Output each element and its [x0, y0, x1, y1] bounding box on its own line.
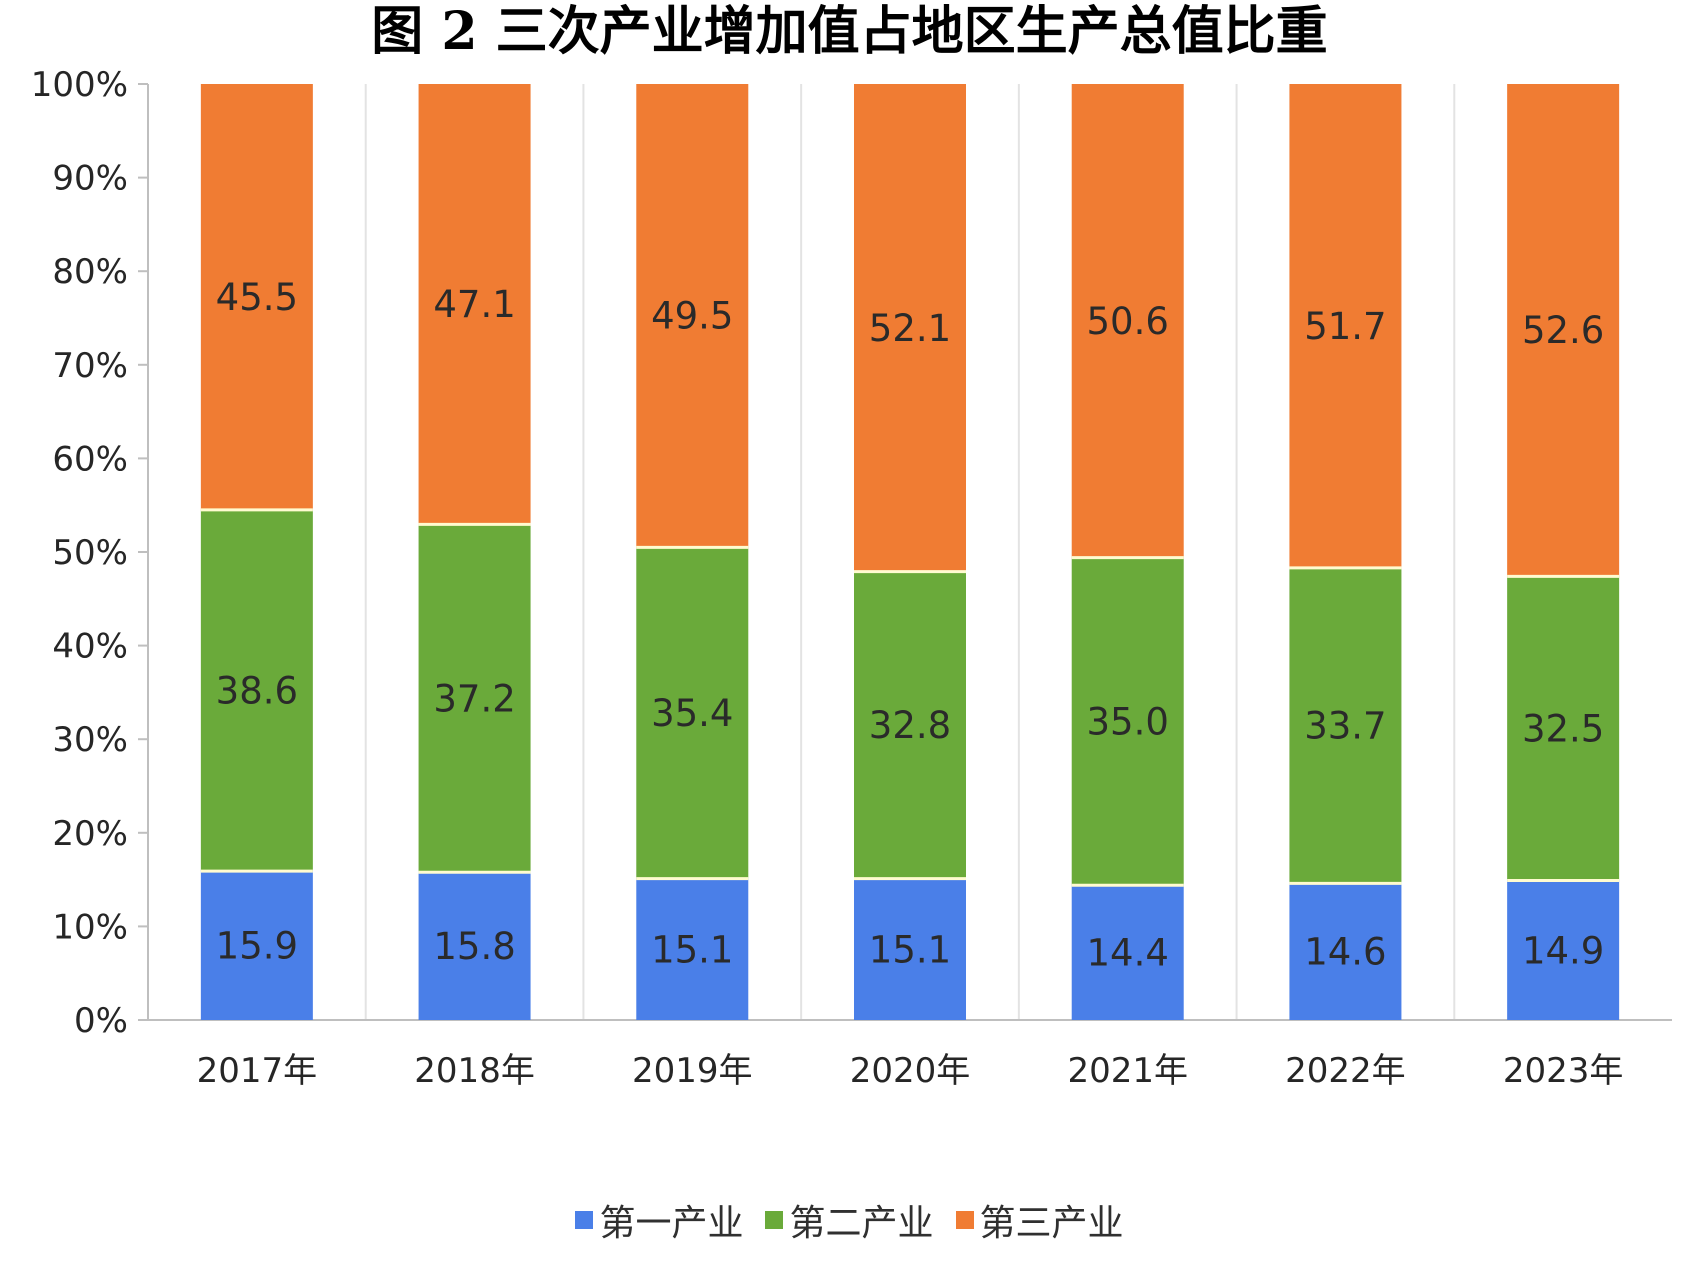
legend-label-tertiary: 第三产业 — [979, 1203, 1124, 1244]
bar-segment-1 — [1071, 885, 1184, 1020]
bar-segment-1 — [636, 878, 749, 1020]
bar-segment-2 — [636, 547, 749, 879]
y-tick-label: 10% — [52, 907, 128, 947]
bar-segment-2 — [1507, 576, 1620, 881]
y-tick-label: 100% — [31, 65, 128, 105]
legend-label-secondary: 第二产业 — [789, 1203, 934, 1244]
y-tick-label: 90% — [52, 159, 128, 199]
data-label: 14.4 — [1087, 932, 1169, 975]
data-label: 14.6 — [1304, 931, 1386, 974]
chart-title: 图 2 三次产业增加值占地区生产总值比重 — [371, 1, 1328, 62]
y-tick-label: 70% — [52, 346, 128, 386]
x-tick-label: 2017年 — [197, 1051, 318, 1091]
y-tick-label: 0% — [74, 1001, 128, 1041]
data-label: 15.1 — [651, 928, 733, 971]
y-tick-label: 80% — [52, 252, 128, 292]
bar-segment-1 — [418, 872, 531, 1020]
legend-item-secondary: 第二产业 — [765, 1194, 934, 1246]
data-label: 52.6 — [1522, 309, 1604, 352]
data-label: 49.5 — [651, 295, 733, 338]
data-label: 47.1 — [433, 283, 515, 326]
data-label: 45.5 — [216, 276, 298, 319]
x-tick-label: 2021年 — [1067, 1051, 1188, 1091]
legend-swatch-tertiary — [955, 1211, 974, 1229]
data-label: 33.7 — [1304, 705, 1386, 748]
y-tick-label: 20% — [52, 814, 128, 854]
y-tick-label: 40% — [52, 627, 128, 667]
data-label: 35.4 — [651, 692, 733, 735]
data-label: 35.0 — [1087, 700, 1169, 743]
bar-segment-1 — [854, 878, 966, 1020]
data-label: 15.1 — [869, 928, 951, 971]
x-tick-label: 2018年 — [414, 1051, 535, 1091]
bar-segment-1 — [1507, 880, 1620, 1020]
data-label: 51.7 — [1304, 305, 1386, 348]
legend-label-primary: 第一产业 — [599, 1203, 744, 1244]
x-tick-label: 2020年 — [850, 1051, 971, 1091]
bar-segment-1 — [200, 871, 313, 1020]
legend-swatch-primary — [575, 1211, 594, 1229]
bar-segment-3 — [1289, 84, 1402, 568]
data-label: 15.8 — [433, 925, 515, 968]
x-tick-label: 2023年 — [1503, 1051, 1624, 1091]
data-label: 32.5 — [1522, 707, 1604, 750]
data-label: 14.9 — [1522, 929, 1604, 972]
x-tick-label: 2022年 — [1285, 1051, 1406, 1091]
legend-swatch-secondary — [765, 1211, 784, 1229]
y-tick-label: 50% — [52, 533, 128, 573]
bar-segment-3 — [1071, 84, 1184, 558]
stacked-bar-chart: 0% 10% 20% 30% 40% 50% 60% 70% 80% 90% 100% 15.9 38.… — [31, 65, 1672, 1091]
bar-segment-3 — [636, 84, 749, 548]
bar-segment-2 — [1071, 557, 1184, 886]
bar-segment-1 — [1289, 883, 1402, 1020]
bar-segment-2 — [200, 509, 313, 872]
bar-segment-2 — [1289, 567, 1402, 884]
data-label: 52.1 — [869, 307, 951, 350]
legend-item-tertiary: 第三产业 — [955, 1194, 1124, 1246]
bar-segment-2 — [418, 524, 531, 873]
data-label: 50.6 — [1087, 300, 1169, 343]
chart-legend: 第一产业 第二产业 第三产业 — [0, 1190, 1699, 1250]
bar-segment-3 — [854, 84, 966, 572]
data-label: 37.2 — [433, 677, 515, 720]
data-label: 38.6 — [216, 670, 298, 713]
bar-segment-3 — [1507, 84, 1620, 577]
legend-item-primary: 第一产业 — [575, 1194, 743, 1246]
data-label: 32.8 — [869, 704, 951, 747]
y-tick-label: 30% — [52, 720, 128, 760]
y-tick-label: 60% — [52, 439, 128, 479]
bar-segment-3 — [200, 84, 313, 510]
bar-segment-2 — [854, 571, 966, 879]
bar-segment-3 — [418, 84, 531, 525]
data-label: 15.9 — [216, 925, 298, 968]
x-tick-label: 2019年 — [632, 1051, 753, 1091]
